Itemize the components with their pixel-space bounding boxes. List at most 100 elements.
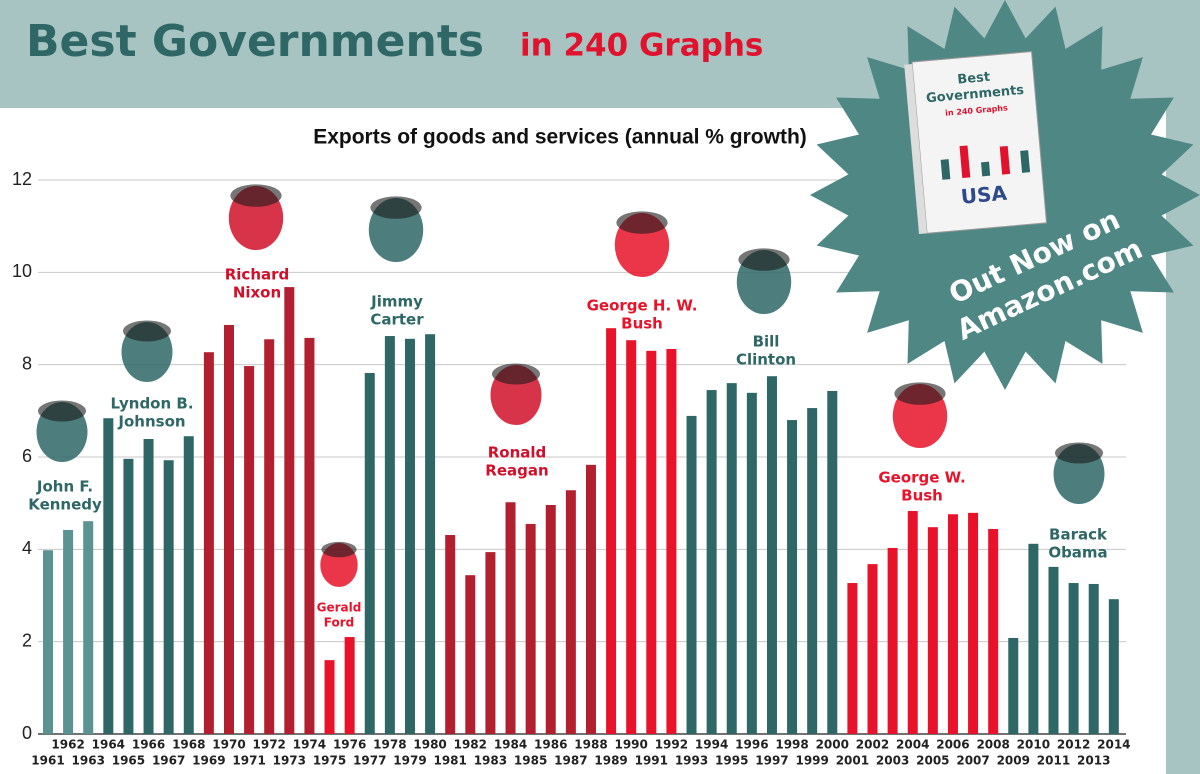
- hair: [38, 400, 86, 422]
- hair: [123, 320, 171, 342]
- bar: [63, 529, 74, 734]
- bar: [344, 637, 355, 734]
- x-tick-label: 1962: [51, 738, 84, 752]
- x-tick-label: 1967: [152, 754, 185, 768]
- x-tick-label: 1975: [313, 754, 346, 768]
- bar: [1008, 637, 1019, 734]
- hair: [370, 196, 422, 219]
- x-tick-label: 1991: [635, 754, 668, 768]
- bar: [585, 464, 596, 734]
- bar: [787, 420, 798, 734]
- bar: [163, 460, 174, 734]
- bar: [887, 547, 898, 734]
- bar: [626, 340, 637, 734]
- x-tick-label: 2004: [896, 738, 929, 752]
- president-label: Ford: [324, 616, 354, 630]
- bar: [1048, 566, 1059, 734]
- bar: [867, 564, 878, 734]
- x-tick-label: 1978: [373, 738, 406, 752]
- x-tick-label: 1993: [675, 754, 708, 768]
- bar: [203, 352, 214, 734]
- hair: [321, 541, 357, 558]
- x-tick-label: 1986: [534, 738, 567, 752]
- x-tick-label: 2001: [836, 754, 869, 768]
- x-tick-label: 1973: [273, 754, 306, 768]
- x-tick-label: 1992: [655, 738, 688, 752]
- bar: [465, 575, 476, 734]
- x-tick-label: 1961: [31, 754, 64, 768]
- header-subtitle: in 240 Graphs: [520, 28, 763, 64]
- x-tick-label: 1974: [293, 738, 326, 752]
- president-label: Bush: [621, 315, 663, 333]
- president-label: Clinton: [736, 351, 796, 369]
- x-tick-label: 2002: [856, 738, 889, 752]
- president-label: Carter: [370, 311, 424, 329]
- bar: [927, 527, 938, 734]
- bar: [384, 336, 395, 734]
- x-tick-label: 1990: [614, 738, 647, 752]
- x-tick-label: 1964: [92, 738, 125, 752]
- bar: [143, 438, 154, 734]
- y-tick-label: 2: [22, 630, 32, 650]
- y-tick-label: 4: [22, 538, 32, 558]
- bar: [847, 583, 858, 734]
- x-tick-label: 1977: [353, 754, 386, 768]
- x-tick-label: 1972: [253, 738, 286, 752]
- book-bar: [999, 145, 1011, 175]
- bar: [1088, 583, 1099, 734]
- book-bar: [940, 159, 951, 180]
- hair: [230, 184, 282, 207]
- president-label: Jimmy: [370, 293, 423, 311]
- y-tick-label: 6: [22, 446, 32, 466]
- bar: [244, 366, 255, 734]
- president-label: George H. W.: [587, 297, 698, 315]
- bar: [1068, 583, 1079, 734]
- book-bar: [959, 145, 971, 179]
- bar: [103, 418, 114, 734]
- x-tick-label: 1984: [494, 738, 527, 752]
- x-tick-label: 1985: [514, 754, 547, 768]
- x-tick-label: 1983: [474, 754, 507, 768]
- president-label: Bush: [901, 487, 943, 505]
- x-tick-label: 2010: [1017, 738, 1050, 752]
- book-bar: [1020, 150, 1031, 173]
- bar: [43, 550, 53, 734]
- book-country: USA: [960, 181, 1009, 209]
- president-label: George W.: [878, 469, 965, 487]
- bar: [123, 458, 134, 734]
- book-title: Best: [957, 70, 991, 88]
- x-tick-label: 1970: [212, 738, 245, 752]
- x-tick-label: 1965: [112, 754, 145, 768]
- y-tick-label: 10: [12, 261, 32, 281]
- bar: [988, 529, 999, 734]
- bar: [947, 514, 958, 734]
- bar: [666, 348, 677, 734]
- x-tick-label: 2012: [1057, 738, 1090, 752]
- bar: [284, 287, 295, 734]
- bar: [726, 383, 737, 734]
- x-tick-label: 2006: [936, 738, 969, 752]
- x-tick-label: 2000: [816, 738, 849, 752]
- x-tick-label: 1980: [413, 738, 446, 752]
- president-label: Barack: [1049, 526, 1108, 544]
- hair: [492, 363, 540, 385]
- x-tick-label: 1981: [433, 754, 466, 768]
- x-tick-label: 1999: [795, 754, 828, 768]
- president-label: Ronald: [488, 444, 547, 462]
- hair: [1055, 442, 1103, 464]
- bar: [827, 390, 838, 734]
- x-tick-label: 1989: [594, 754, 627, 768]
- bar: [505, 502, 516, 734]
- bar: [646, 350, 657, 734]
- x-tick-label: 2008: [976, 738, 1009, 752]
- bar: [525, 523, 536, 734]
- x-tick-label: 1996: [735, 738, 768, 752]
- bar: [968, 512, 979, 734]
- x-tick-label: 1976: [333, 738, 366, 752]
- bar: [706, 390, 717, 734]
- president-label: Obama: [1048, 544, 1107, 562]
- x-tick-label: 1969: [192, 754, 225, 768]
- hair: [616, 211, 668, 234]
